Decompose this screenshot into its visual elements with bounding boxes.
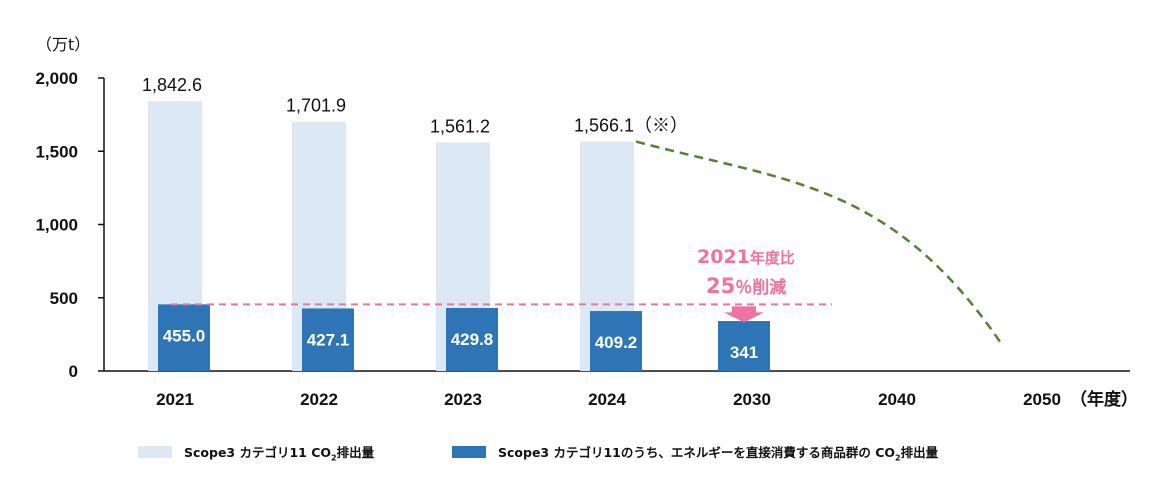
legend-swatch-total (138, 446, 172, 459)
bar-energy (718, 321, 770, 371)
x-tick-label: 2024 (588, 390, 626, 409)
y-tick-label: 0 (69, 362, 78, 381)
x-tick-label: 2040 (878, 390, 916, 409)
bar-energy (446, 308, 498, 371)
bar-total-label: 1,842.6 (142, 75, 202, 95)
legend-label-energy: Scope3 カテゴリ11のうち、エネルギーを直接消費する商品群の CO2排出量 (498, 445, 939, 463)
annotation-percent-text: ％削減 (735, 277, 786, 298)
legend-label-total: Scope3 カテゴリ11 CO2排出量 (184, 445, 375, 463)
legend-swatch-energy (452, 446, 486, 459)
annotation-percent: 25 (706, 274, 735, 298)
svg-text:2021年度比: 2021年度比 (697, 246, 795, 268)
bar-energy (158, 304, 210, 371)
y-tick-label: 1,500 (35, 142, 78, 161)
legend-item-total: Scope3 カテゴリ11 CO2排出量 (138, 442, 374, 463)
bar-total-label: 1,566.1（※） (574, 116, 688, 136)
bar-energy-label: 409.2 (595, 333, 638, 352)
y-tick-label: 2,000 (35, 69, 78, 88)
bar-energy-label: 427.1 (307, 330, 350, 349)
x-tick-label: 2030 (733, 390, 771, 409)
annotation-year: 2021 (697, 246, 750, 268)
annotation-year-text: 年度比 (750, 249, 795, 267)
reduction-annotation: 2021年度比 25％削減 (697, 246, 795, 298)
x-tick-label: 2023 (444, 390, 482, 409)
legend-item-energy: Scope3 カテゴリ11のうち、エネルギーを直接消費する商品群の CO2排出量 (452, 442, 938, 463)
bar-energy (590, 311, 642, 371)
x-tick-label: 2022 (300, 390, 338, 409)
y-tick-label: 1,000 (35, 216, 78, 235)
reduction-arrow (724, 306, 764, 323)
bar-total-label: 1,701.9 (286, 96, 346, 116)
projection-line (635, 140, 1002, 343)
svg-text:25％削減: 25％削減 (706, 274, 786, 298)
bar-energy (302, 308, 354, 371)
x-tick-label: 2021 (156, 390, 194, 409)
bar-energy-label: 341 (730, 343, 758, 362)
bar-energy-label: 429.8 (451, 330, 494, 349)
x-tick-label: 2050 (1023, 390, 1061, 409)
bar-energy-label: 455.0 (163, 326, 206, 345)
x-suffix-label: （年度） (1070, 389, 1138, 409)
y-unit-label: （万t） (36, 35, 90, 54)
bar-total-label: 1,561.2 (430, 116, 490, 136)
y-tick-label: 500 (50, 289, 78, 308)
